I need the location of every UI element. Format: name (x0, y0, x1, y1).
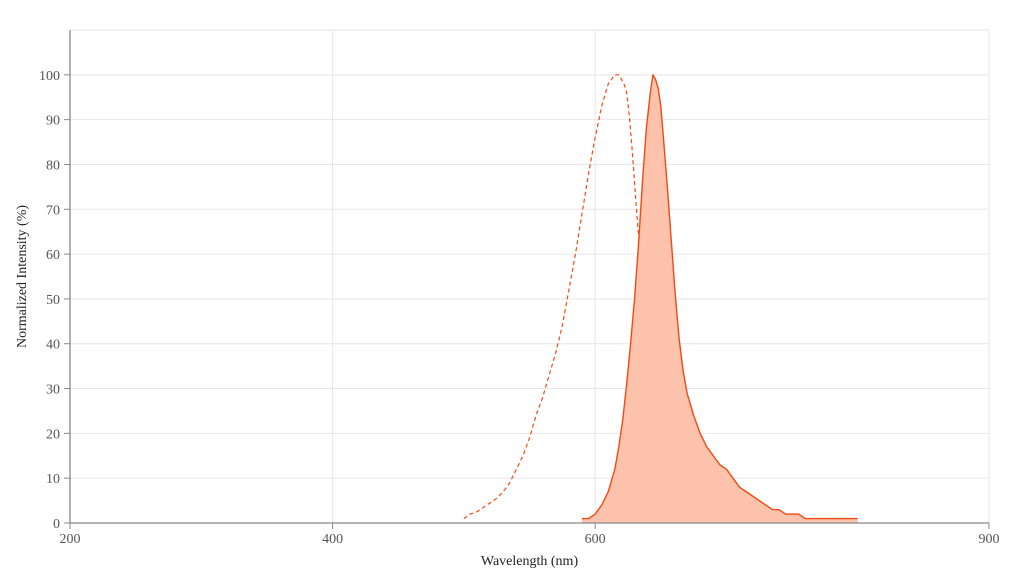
y-tick-label: 70 (46, 203, 60, 218)
y-tick-label: 40 (46, 338, 60, 353)
series-layer (463, 74, 858, 523)
grid (69, 29, 990, 524)
y-tick-label: 50 (46, 293, 60, 308)
y-tick-label: 80 (46, 158, 60, 173)
y-tick-label: 0 (53, 517, 60, 532)
axes: 0 10 20 30 40 50 60 70 80 90 100 200 400 600 900 (39, 30, 1000, 547)
x-axis-title: Wavelength (nm) (481, 554, 579, 569)
y-axis-title: Normalized Intensity (%) (15, 205, 30, 348)
x-tick-label: 400 (322, 532, 343, 547)
y-tick-label: 30 (46, 383, 60, 398)
x-tick-label: 600 (585, 532, 606, 547)
y-tick-label: 100 (39, 69, 60, 84)
y-tick-label: 60 (46, 248, 60, 263)
x-tick-label: 200 (60, 532, 81, 547)
emission-area-fill (582, 74, 858, 523)
emission-line (582, 74, 858, 520)
y-tick-label: 20 (46, 427, 60, 442)
x-tick-label: 900 (979, 532, 1000, 547)
y-tick-label: 90 (46, 114, 60, 129)
y-tick-label: 10 (46, 472, 60, 487)
